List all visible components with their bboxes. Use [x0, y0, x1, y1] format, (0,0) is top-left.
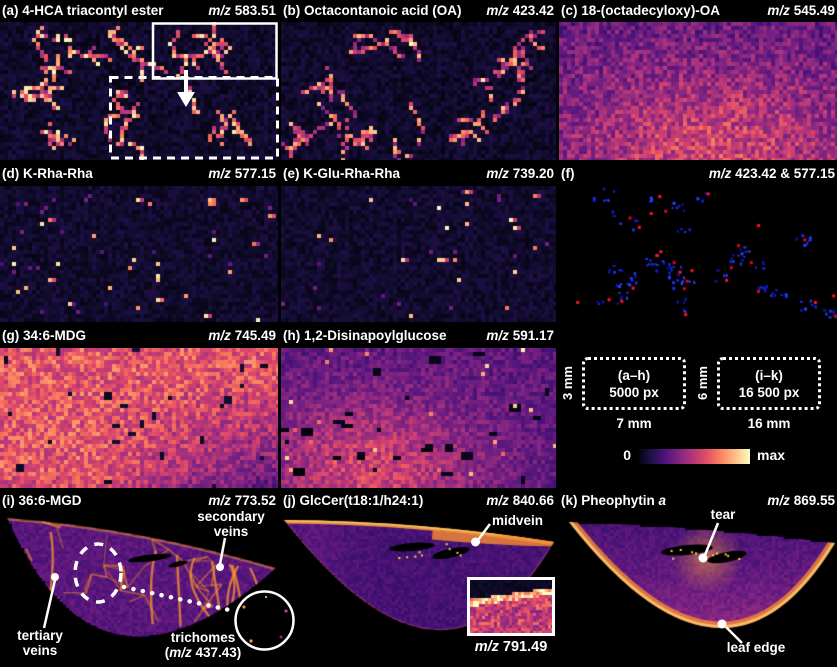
panel-k-title: (k) Pheophytin a	[561, 493, 667, 508]
panel-j-mz: m/z 840.66	[486, 493, 554, 508]
panel-j-title: (j) GlcCer(t18:1/h24:1)	[283, 493, 424, 508]
annotation-midvein: midvein	[492, 513, 544, 528]
panel-h-title: (h) 1,2-Disinapoylglucose	[283, 328, 447, 343]
panel-d-header: (d) K-Rha-Rha m/z 577.15	[2, 165, 276, 183]
panel-e-image	[281, 186, 556, 322]
panel-c-mz: m/z 545.49	[767, 3, 835, 18]
panel-f-title: (f)	[561, 166, 575, 181]
scale-width-label-ah: 7 mm	[616, 416, 652, 431]
panel-e-mz: m/z 739.20	[486, 166, 554, 181]
panel-i-title: (i) 36:6-MGD	[2, 493, 82, 508]
scale-box-ah-range: (a–h)	[617, 367, 651, 383]
scale-height-label-ik: 6 mm	[695, 366, 710, 401]
panel-i-mz: m/z 773.52	[208, 493, 276, 508]
panel-c-header: (c) 18-(octadecyloxy)-OA m/z 545.49	[561, 2, 835, 20]
panel-j-inset-box	[467, 577, 555, 636]
panel-b-mz: m/z 423.42	[486, 3, 554, 18]
scale-box-ik: (i–k) 16 500 px	[717, 357, 821, 410]
panel-b-header: (b) Octacontanoic acid (OA) m/z 423.42	[283, 2, 554, 20]
scale-box-ik-range: (i–k)	[755, 367, 783, 383]
panel-b-image	[281, 22, 556, 160]
colorbar-min-label: 0	[623, 447, 631, 463]
annotation-secondary-veins: secondary veins	[197, 509, 265, 539]
panel-j-header: (j) GlcCer(t18:1/h24:1) m/z 840.66	[283, 492, 554, 510]
panel-d-mz: m/z 577.15	[208, 166, 276, 181]
panel-k-header: (k) Pheophytin a m/z 869.55	[561, 492, 835, 510]
panel-c-image	[559, 22, 837, 160]
annotation-tear: tear	[710, 507, 736, 522]
panel-e-header: (e) K-Glu-Rha-Rha m/z 739.20	[283, 165, 554, 183]
annotation-leaf-edge: leaf edge	[726, 640, 786, 655]
scale-height-label-ah: 3 mm	[560, 366, 575, 401]
panel-f-image	[559, 186, 837, 322]
panel-h-image	[281, 348, 556, 488]
panel-b-title: (b) Octacontanoic acid (OA)	[283, 3, 462, 18]
panel-c-title: (c) 18-(octadecyloxy)-OA	[561, 3, 721, 18]
panel-j-inset-image	[470, 580, 552, 633]
panel-g-mz: m/z 745.49	[208, 328, 276, 343]
panel-d-image	[0, 186, 278, 322]
scale-box-ah: (a–h) 5000 px	[582, 357, 686, 410]
scale-box-ah-pixels: 5000 px	[609, 384, 659, 400]
panel-f-header: (f) m/z 423.42 & 577.15	[561, 165, 835, 183]
annotation-tertiary-veins: tertiary veins	[17, 628, 63, 658]
panel-a-mz: m/z 583.51	[208, 3, 276, 18]
colorbar-gradient	[637, 449, 750, 464]
panel-a-image	[0, 22, 278, 160]
panel-h-mz: m/z 591.17	[486, 328, 554, 343]
annotation-trichomes: trichomes (m/z 437.43)	[164, 630, 242, 660]
colorbar-max-label: max	[757, 447, 786, 463]
panel-g-image	[0, 348, 278, 488]
scale-width-label-ik: 16 mm	[747, 416, 791, 431]
panel-a-title: (a) 4-HCA triacontyl ester	[2, 3, 164, 18]
panel-g-header: (g) 34:6-MDG m/z 745.49	[2, 327, 276, 345]
panel-e-title: (e) K-Glu-Rha-Rha	[283, 166, 401, 181]
panel-k-image	[559, 506, 837, 667]
panel-i-header: (i) 36:6-MGD m/z 773.52	[2, 492, 276, 510]
panel-a-header: (a) 4-HCA triacontyl ester m/z 583.51	[2, 2, 276, 20]
panel-g-title: (g) 34:6-MDG	[2, 328, 87, 343]
panel-k-mz: m/z 869.55	[767, 493, 835, 508]
panel-j-inset-caption: m/z 791.49	[474, 639, 548, 655]
panel-f-mz: m/z 423.42 & 577.15	[708, 166, 835, 181]
panel-d-title: (d) K-Rha-Rha	[2, 166, 93, 181]
panel-h-header: (h) 1,2-Disinapoylglucose m/z 591.17	[283, 327, 554, 345]
scale-box-ik-pixels: 16 500 px	[738, 384, 800, 400]
